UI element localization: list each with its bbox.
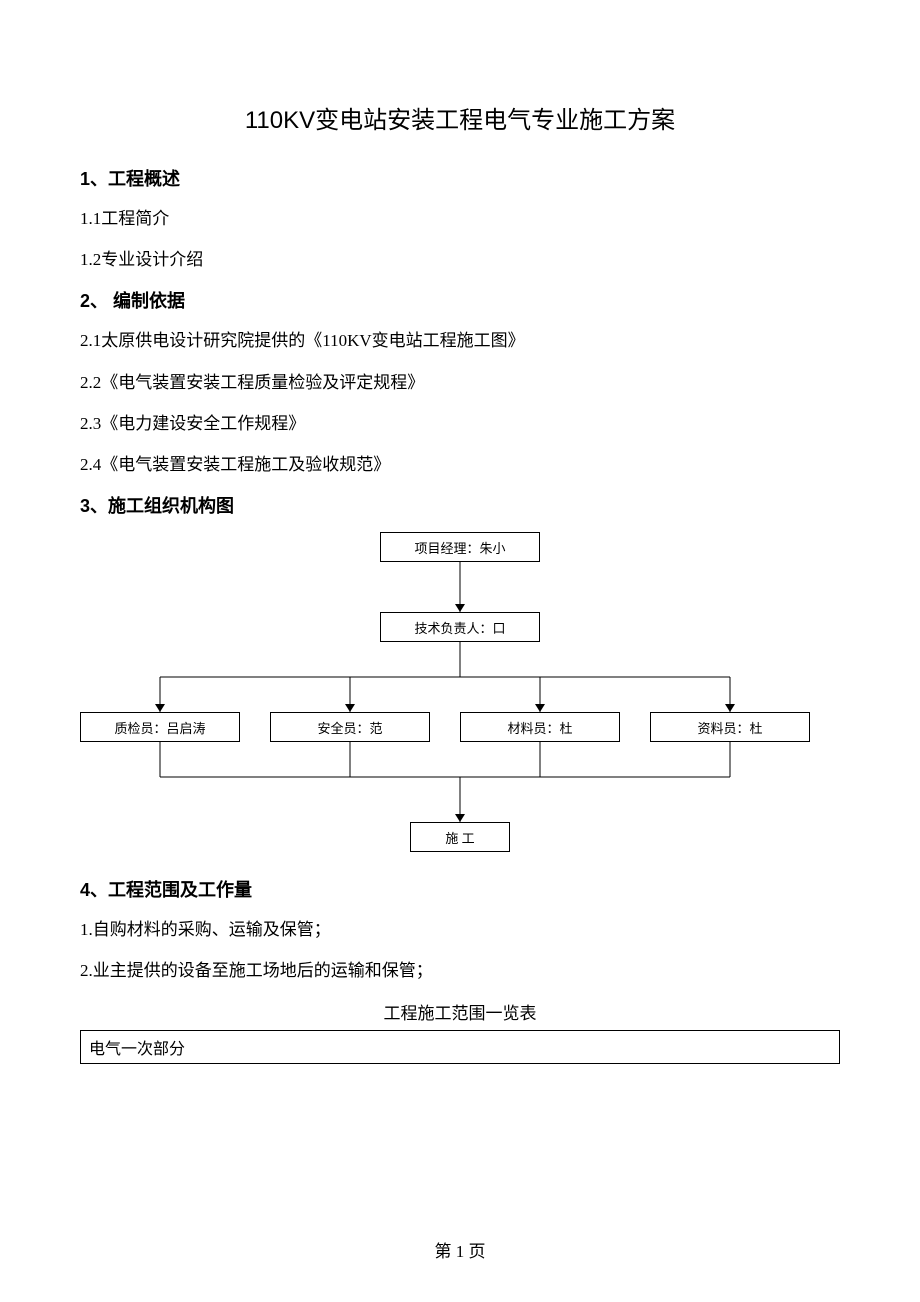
orgchart-node-team: 施 工	[410, 822, 510, 852]
section-2-3: 2.3《电力建设安全工作规程》	[80, 410, 840, 437]
section-1-2: 1.2专业设计介绍	[80, 246, 840, 273]
orgchart-node-tech: 技术负责人：口	[380, 612, 540, 642]
table-caption: 工程施工范围一览表	[80, 999, 840, 1024]
orgchart-node-qc: 质检员：吕启涛	[80, 712, 240, 742]
section-2-4: 2.4《电气装置安装工程施工及验收规范》	[80, 451, 840, 478]
section-1-heading: 1、工程概述	[80, 165, 840, 191]
org-chart: 项目经理：朱小技术负责人：口质检员：吕启涛安全员：范材料员：杜资料员：杜施 工	[80, 532, 840, 862]
table-cell: 电气一次部分	[81, 1030, 840, 1063]
section-2-heading: 2、 编制依据	[80, 287, 840, 313]
section-1-1: 1.1工程简介	[80, 205, 840, 232]
section-3-heading: 3、施工组织机构图	[80, 492, 840, 518]
scope-table: 电气一次部分	[80, 1030, 840, 1064]
document-title: 110KV变电站安装工程电气专业施工方案	[80, 100, 840, 135]
orgchart-node-safe: 安全员：范	[270, 712, 430, 742]
section-4-1: 1.自购材料的采购、运输及保管；	[80, 916, 840, 943]
section-2-2: 2.2《电气装置安装工程质量检验及评定规程》	[80, 369, 840, 396]
section-4-2: 2.业主提供的设备至施工场地后的运输和保管；	[80, 957, 840, 984]
table-row: 电气一次部分	[81, 1030, 840, 1063]
page-footer: 第 1 页	[0, 1237, 920, 1262]
document-page: 110KV变电站安装工程电气专业施工方案 1、工程概述 1.1工程简介 1.2专…	[0, 0, 920, 1302]
section-4-heading: 4、工程范围及工作量	[80, 876, 840, 902]
orgchart-node-mat: 材料员：杜	[460, 712, 620, 742]
section-2-1: 2.1太原供电设计研究院提供的《110KV变电站工程施工图》	[80, 327, 840, 354]
orgchart-node-doc: 资料员：杜	[650, 712, 810, 742]
orgchart-node-pm: 项目经理：朱小	[380, 532, 540, 562]
